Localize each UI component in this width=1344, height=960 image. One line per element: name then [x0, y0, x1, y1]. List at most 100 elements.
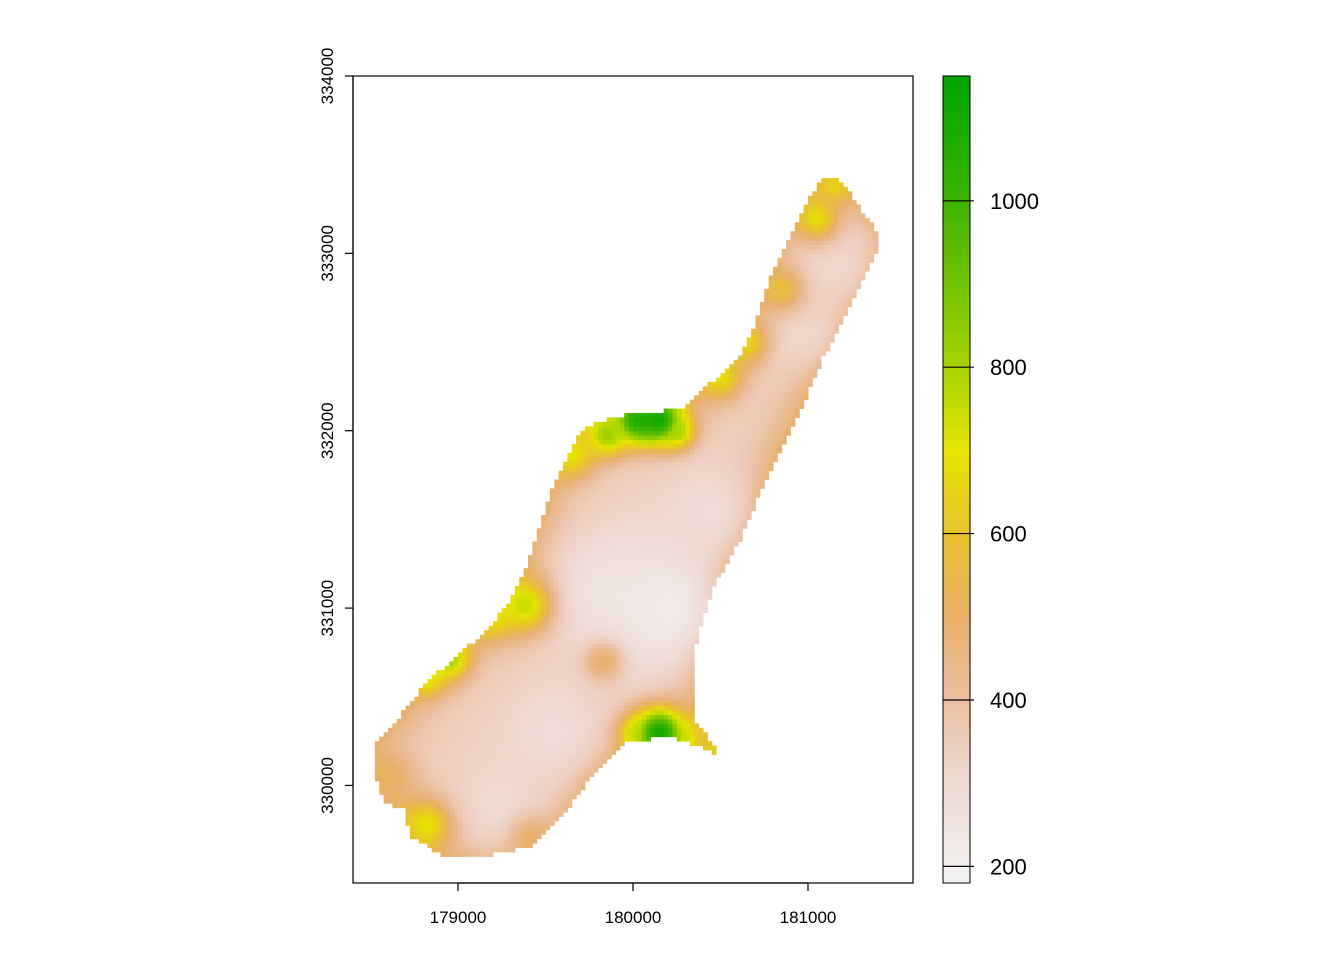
raster-cell [659, 501, 665, 507]
raster-cell [423, 803, 428, 809]
raster-cell [615, 705, 621, 711]
raster-cell [659, 528, 665, 534]
raster-cell [650, 510, 656, 516]
raster-cell [751, 444, 757, 449]
raster-cell [707, 430, 713, 436]
raster-cell [532, 838, 538, 844]
raster-cell [668, 466, 673, 472]
raster-cell [646, 625, 652, 631]
raster-cell [418, 776, 424, 782]
raster-cell [615, 652, 621, 658]
raster-cell [611, 439, 617, 445]
raster-cell [720, 381, 726, 387]
raster-cell [563, 692, 568, 698]
raster-cell [497, 723, 503, 729]
raster-cell [633, 457, 638, 463]
raster-cell [567, 621, 573, 627]
raster-cell [738, 386, 743, 392]
raster-cell [611, 448, 617, 454]
raster-cell [698, 506, 704, 512]
raster-cell [471, 727, 477, 733]
raster-cell [554, 488, 560, 494]
raster-cell [689, 621, 695, 627]
raster-cell [703, 585, 708, 591]
raster-cell [598, 444, 603, 449]
raster-cell [611, 554, 617, 560]
raster-cell [668, 514, 673, 520]
raster-cell [646, 701, 652, 707]
raster-cell [541, 816, 547, 822]
raster-cell [663, 656, 669, 662]
raster-cell [598, 577, 603, 582]
raster-cell [558, 661, 564, 667]
raster-cell [668, 541, 673, 547]
raster-cell [479, 776, 485, 782]
raster-cell [672, 408, 678, 414]
raster-cell [580, 492, 586, 498]
raster-cell [611, 590, 617, 596]
raster-cell [602, 541, 608, 547]
raster-cell [471, 749, 477, 755]
raster-cell [598, 710, 603, 715]
raster-cell [545, 532, 551, 538]
raster-cell [650, 444, 656, 449]
raster-cell [593, 749, 599, 755]
raster-cell [536, 554, 542, 560]
raster-cell [563, 461, 568, 467]
raster-cell [514, 723, 520, 729]
raster-cell [624, 497, 630, 503]
raster-cell [593, 537, 599, 543]
raster-cell [431, 679, 437, 684]
raster-cell [654, 417, 660, 423]
raster-cell [703, 430, 708, 436]
raster-cell [458, 838, 463, 844]
raster-cell [396, 767, 402, 773]
raster-cell [646, 514, 652, 520]
raster-cell [589, 546, 595, 551]
raster-cell [580, 781, 586, 786]
raster-cell [528, 661, 533, 667]
raster-cell [733, 483, 739, 489]
raster-cell [606, 701, 612, 707]
raster-cell [488, 785, 494, 791]
raster-cell [637, 727, 643, 733]
raster-cell [536, 767, 542, 773]
raster-cell [681, 621, 687, 627]
raster-cell [685, 546, 691, 551]
raster-cell [685, 616, 691, 622]
raster-cell [571, 758, 577, 764]
raster-cell [646, 727, 652, 733]
raster-cell [685, 404, 691, 410]
raster-cell [427, 723, 433, 729]
raster-cell [484, 714, 490, 720]
raster-cell [519, 749, 525, 755]
raster-cell [641, 736, 647, 742]
raster-cell [694, 581, 700, 587]
raster-cell [628, 532, 634, 538]
raster-cell [576, 736, 582, 742]
raster-cell [549, 590, 555, 596]
raster-cell [646, 519, 652, 525]
raster-cell [532, 585, 538, 591]
raster-cell [475, 838, 481, 844]
raster-cell [672, 514, 678, 520]
raster-cell [641, 568, 647, 574]
raster-cell [545, 639, 551, 645]
raster-cell [711, 426, 717, 432]
raster-cell [637, 546, 643, 551]
raster-cell [576, 785, 582, 791]
raster-cell [676, 714, 682, 720]
raster-cell [672, 705, 678, 711]
raster-cell [738, 506, 743, 512]
raster-cell [628, 714, 634, 720]
raster-cell [558, 612, 564, 618]
raster-cell [589, 426, 595, 432]
raster-cell [514, 661, 520, 667]
raster-cell [519, 772, 525, 778]
raster-cell [484, 794, 490, 800]
raster-cell [615, 568, 621, 574]
raster-cell [436, 732, 442, 738]
raster-cell [716, 444, 722, 449]
raster-cell [497, 763, 503, 769]
raster-cell [689, 554, 695, 560]
